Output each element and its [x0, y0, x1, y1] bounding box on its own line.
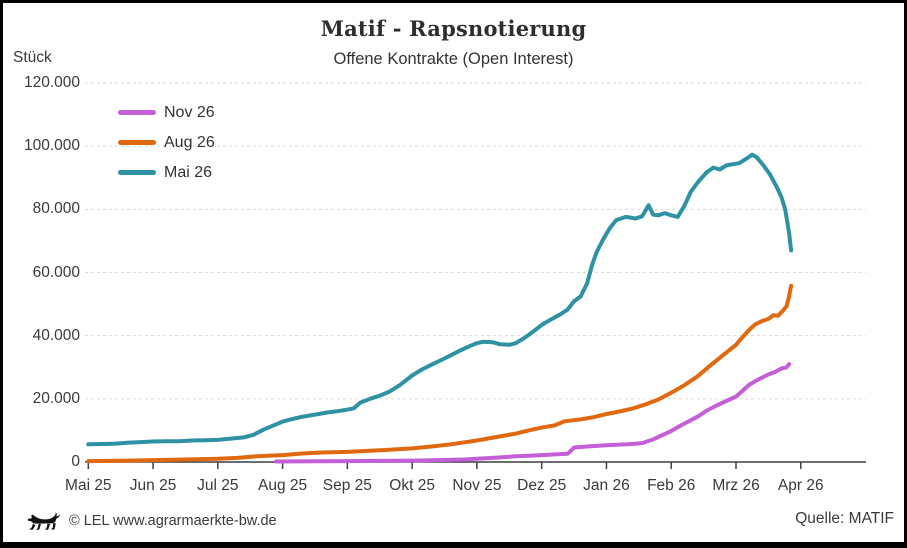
x-tick-label: Jun 25	[129, 477, 177, 494]
legend-swatch-aug-26	[118, 140, 156, 145]
chart-subtitle: Offene Kontrakte (Open Interest)	[333, 50, 574, 68]
x-tick-label: Jan 26	[583, 477, 630, 494]
legend: Nov 26 Aug 26 Mai 26	[118, 102, 215, 183]
x-tick-label: Feb 26	[647, 477, 696, 494]
copyright-text: © LEL www.agrarmaerkte-bw.de	[69, 513, 277, 529]
x-tick-label: Okt 25	[389, 477, 435, 494]
chart-title: Matif - Rapsnotierung	[320, 16, 587, 41]
legend-swatch-mai-26	[118, 170, 156, 175]
legend-item-aug-26: Aug 26	[118, 132, 215, 153]
plot-area	[85, 82, 866, 469]
x-tick-label: Sep 25	[322, 477, 372, 494]
x-tick-label: Apr 26	[777, 477, 824, 494]
series-line-nov-26	[274, 362, 792, 464]
footer-branding: © LEL www.agrarmaerkte-bw.de	[27, 508, 277, 534]
y-tick-label: 60.000	[32, 263, 80, 281]
x-tick-label: Aug 25	[258, 477, 308, 494]
x-tick-label: Nov 25	[452, 477, 502, 494]
x-tick-label: Mai 25	[65, 477, 112, 494]
y-tick-label: 0	[71, 453, 80, 470]
legend-label: Aug 26	[164, 133, 215, 151]
y-tick-label: 100.000	[23, 137, 80, 155]
series-line-mai-26	[86, 152, 794, 447]
legend-label: Mai 26	[164, 163, 213, 181]
legend-swatch-nov-26	[118, 110, 156, 115]
series-line-aug-26	[86, 283, 794, 464]
x-tick-label: Dez 25	[517, 477, 567, 494]
legend-item-nov-26: Nov 26	[118, 102, 215, 123]
x-tick-label: Mrz 26	[712, 477, 760, 494]
legend-label: Nov 26	[164, 103, 215, 121]
legend-item-mai-26: Mai 26	[118, 162, 215, 183]
y-axis-title: Stück	[13, 49, 52, 66]
y-tick-label: 20.000	[32, 389, 80, 407]
y-tick-label: 40.000	[32, 326, 80, 344]
bw-lion-icon	[27, 512, 61, 530]
y-tick-label: 80.000	[32, 200, 80, 218]
source-text: Quelle: MATIF	[795, 510, 894, 527]
y-tick-label: 120.000	[23, 74, 80, 91]
x-tick-label: Jul 25	[197, 477, 239, 494]
